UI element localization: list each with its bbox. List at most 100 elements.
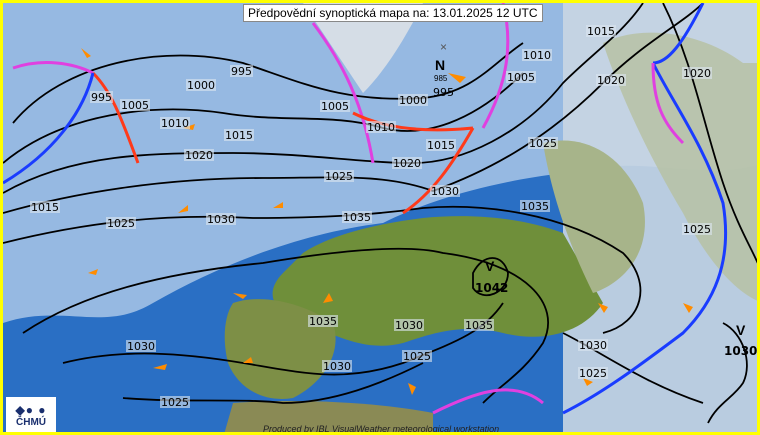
isobar-label: 1000	[399, 94, 427, 107]
isobar-label-bg	[120, 99, 150, 111]
isobar-label: 1030	[207, 213, 235, 226]
isobar-label: 1025	[107, 217, 135, 230]
isobar-label-bg	[682, 223, 712, 235]
land-east	[543, 140, 645, 293]
isobar-label: 1020	[683, 67, 711, 80]
chmu-logo: ◆● ● ČHMÚ	[6, 397, 56, 432]
isobar-label-bg	[230, 65, 253, 77]
isobar-label-bg	[206, 213, 236, 225]
isobar-label-bg	[464, 319, 494, 331]
wind-arrow	[598, 303, 608, 313]
land-north-africa	[224, 401, 433, 432]
isobar-label-bg	[224, 129, 254, 141]
land-iberia	[224, 299, 336, 399]
isobar-label: 1035	[343, 211, 371, 224]
land-scandinavia	[303, 3, 423, 93]
isobar-label: 1020	[597, 74, 625, 87]
isobar-label-bg	[308, 315, 338, 327]
isobar-label: 1035	[309, 315, 337, 328]
isobar-label: 1025	[161, 396, 189, 409]
isobar-label-bg	[320, 100, 350, 112]
high-center-east: V 1030	[724, 322, 757, 358]
isobar-label-bg	[392, 157, 422, 169]
credit-text: Produced by IBL VisualWeather meteorolog…	[263, 424, 500, 434]
low-center-marker: ×	[440, 40, 447, 54]
low-isobar-value: 995	[433, 86, 454, 99]
isobar-label: 1025	[529, 137, 557, 150]
isobar-label: 1025	[403, 350, 431, 363]
occluded-front	[311, 22, 375, 164]
isobar-label: 1015	[587, 25, 615, 38]
isobar-label-bg	[522, 49, 552, 61]
isobar-label: 1005	[507, 71, 535, 84]
occluded-front	[432, 388, 544, 415]
wind-arrow	[178, 205, 188, 213]
isobar-label: 1000	[187, 79, 215, 92]
logo-text: ČHMÚ	[16, 417, 46, 428]
low-value: 985	[434, 74, 448, 83]
isobar-label-bg	[126, 340, 156, 352]
isobar-label-bg	[366, 121, 396, 133]
land-russia	[603, 32, 757, 301]
wind-arrow	[273, 202, 283, 208]
isobar-label: 995	[91, 91, 112, 104]
isobar-label-bg	[578, 339, 608, 351]
isobar-label: 1030	[579, 339, 607, 352]
isobar-label: 1025	[325, 170, 353, 183]
isobar-label: 1035	[521, 200, 549, 213]
isobar-label-bg	[578, 367, 608, 379]
isobar-label-bg	[160, 117, 190, 129]
logo-symbol: ◆● ●	[15, 403, 47, 417]
cold-front	[652, 3, 705, 65]
wind-arrow	[323, 293, 333, 303]
fronts	[3, 3, 728, 415]
isobar-label: 1025	[683, 223, 711, 236]
land-central-europe	[272, 216, 603, 346]
isobar-label: 1020	[185, 149, 213, 162]
wind-arrow	[583, 378, 593, 386]
wind-arrow	[88, 269, 98, 275]
isobar-label: 1030	[127, 340, 155, 353]
high-center-central-europe: V 1042	[475, 258, 508, 295]
high-value: 1030	[724, 344, 757, 358]
isobar-label-bg	[106, 217, 136, 229]
warm-front	[91, 71, 140, 164]
isobar-label: 1025	[579, 367, 607, 380]
wind-arrow	[233, 293, 247, 299]
isobar-label-bg	[426, 139, 456, 151]
isobar-label-bg	[402, 350, 432, 362]
isobar-label-bg	[520, 200, 550, 212]
high-letter: V	[485, 258, 495, 274]
wind-arrow	[243, 357, 253, 363]
isobar-label-bg	[322, 360, 352, 372]
wind-arrow	[448, 73, 466, 83]
isobar-label: 1030	[431, 185, 459, 198]
isobar-label-bg	[586, 25, 616, 37]
isobar-label: 1005	[121, 99, 149, 112]
isobar-label-bg	[394, 319, 424, 331]
isobar-label-bg	[324, 170, 354, 182]
isobar-label: 1005	[321, 100, 349, 113]
wind-arrow	[153, 364, 167, 370]
isobar-label-bg	[430, 185, 460, 197]
low-letter: N	[435, 57, 445, 73]
isobar-label-bg	[596, 74, 626, 86]
high-letter: V	[736, 322, 746, 338]
isobar-label-bg	[184, 149, 214, 161]
occluded-front	[12, 61, 94, 75]
isobar-labels: 995 1000 995 1005 1010 1015 1020 1015 1025 1030 10…	[30, 25, 712, 409]
isobar-label: 1015	[427, 139, 455, 152]
cold-front	[3, 72, 95, 185]
isobar-label-bg	[682, 67, 712, 79]
isobar-label-bg	[398, 94, 428, 106]
isobar-label: 1020	[393, 157, 421, 170]
isobar-label-bg	[186, 79, 216, 91]
isobar-label-bg	[90, 91, 113, 103]
map-canvas: 995 1000 995 1005 1010 1015 1020 1015 1025 1030 10…	[3, 3, 757, 432]
wind-arrow	[408, 383, 416, 395]
isobar-label: 1015	[31, 201, 59, 214]
wind-arrow	[81, 48, 91, 58]
isobar-label-bg	[160, 396, 190, 408]
isobar-label: 1010	[523, 49, 551, 62]
